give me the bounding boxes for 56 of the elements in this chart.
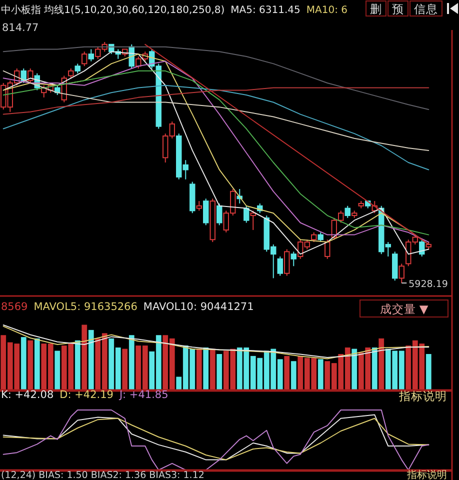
bar — [378, 338, 384, 390]
annotation: 指标说明 — [398, 389, 447, 403]
candlestick — [244, 205, 250, 224]
chart-title: 中小板指 均线1(5,10,20,30,60,120,180,250,8) — [1, 4, 225, 16]
bar — [216, 354, 222, 390]
candlestick — [338, 210, 344, 224]
annotation: 指标说明 — [406, 469, 447, 480]
bar — [196, 348, 202, 390]
bar — [34, 338, 40, 390]
bar — [20, 337, 26, 390]
candlestick — [344, 205, 350, 218]
series-label: D: +42.19 — [60, 389, 114, 401]
bar — [290, 361, 296, 390]
bar — [122, 348, 128, 390]
candlestick — [324, 239, 330, 260]
candlestick — [196, 200, 202, 212]
text: K: +42.08 — [1, 389, 54, 401]
candlestick — [74, 63, 80, 74]
text: 成交量 ▼ — [380, 302, 428, 316]
bar — [426, 354, 432, 390]
text: MAVOL5: 91635266 — [34, 301, 138, 313]
bar — [88, 330, 94, 390]
annotation: (12,24) BIAS: 1.50 BIAS2: 1.36 BIAS3: 1.12 — [1, 470, 204, 480]
text: 信息 — [414, 2, 438, 16]
bar — [203, 348, 209, 390]
bar — [352, 348, 358, 390]
bar — [28, 340, 34, 390]
candlestick — [203, 198, 209, 226]
bar — [372, 348, 378, 390]
candlestick — [68, 68, 74, 79]
candlestick — [82, 51, 88, 67]
text: 814.77 — [2, 22, 39, 34]
text: 删 — [370, 2, 382, 16]
candlestick — [216, 202, 222, 226]
candlestick — [284, 248, 290, 276]
series-label: J: +41.85 — [118, 389, 168, 401]
candlestick — [277, 256, 283, 276]
text: MAVOL10: 90441271 — [143, 301, 254, 313]
candlestick — [318, 232, 324, 243]
text: MA5: 6311.45 — [230, 5, 300, 16]
candlestick — [398, 263, 404, 284]
chart-title: 8569 — [1, 301, 28, 313]
text: 预 — [392, 2, 404, 16]
bar — [318, 359, 324, 390]
bar — [54, 350, 60, 390]
candlestick — [88, 48, 94, 62]
candlestick — [290, 251, 296, 267]
bar — [82, 324, 88, 390]
bar — [128, 335, 134, 390]
text: MA10: 6 — [306, 5, 348, 16]
candlestick — [250, 210, 256, 230]
annotation: 5928.19 — [408, 279, 448, 290]
bar — [210, 348, 216, 390]
candlestick — [311, 232, 317, 243]
bar — [284, 356, 290, 390]
bar — [74, 340, 80, 390]
